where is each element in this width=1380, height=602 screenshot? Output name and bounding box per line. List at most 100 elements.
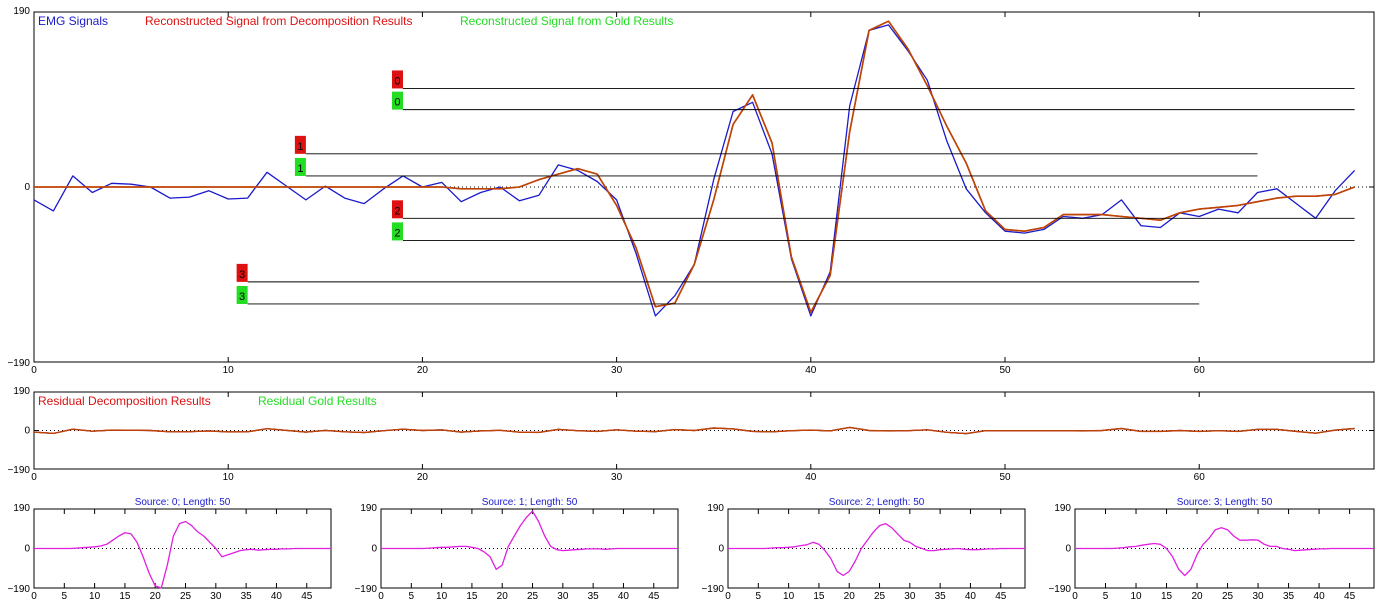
legend-entry-1: Reconstructed Signal from Decomposition … [145,14,412,28]
template3-plot-xtick-label: 20 [1191,591,1203,602]
marker-box-gold-0 [391,91,403,110]
template1-line [381,510,678,570]
marker-label-decomp-1: 1 [297,141,303,153]
template3-title: Source: 3; Length: 50 [1177,497,1273,508]
decomp-reconstruction-line [34,20,1355,314]
marker-box-decomp-0 [391,70,403,89]
legend-entry-0: EMG Signals [38,14,108,28]
residual-plot-ytick-label: 190 [13,386,30,397]
marker-box-decomp-1 [294,135,306,154]
template3-plot-xtick-label: 45 [1344,591,1356,602]
template2-plot-xtick-label: 45 [995,591,1007,602]
template1-plot-xtick-label: 20 [497,591,509,602]
residual-gold-line [33,426,1355,435]
template0-plot-xtick-label: 30 [210,591,222,602]
marker-label-gold-3: 3 [239,291,245,303]
main-plot-xtick-label: 30 [611,365,623,376]
template3-line [1075,527,1374,577]
marker-label-decomp-3: 3 [239,269,245,281]
template0-plot-ytick-label: 0 [24,544,30,555]
residual-plot-xtick-label: 20 [417,472,429,483]
template2-plot-xtick-label: 0 [725,591,731,602]
template1-plot-xtick-label: 25 [527,591,539,602]
marker-label-gold-1: 1 [297,163,303,175]
residual-plot-xtick-label: 30 [611,472,623,483]
marker-label-decomp-0: 0 [394,75,400,87]
residual-plot-ytick-label: 0 [24,426,30,437]
residual-plot-xtick-label: 10 [223,472,235,483]
residual-plot-xtick-label: 40 [805,472,817,483]
marker-label-decomp-2: 2 [394,205,400,217]
template2-line [728,522,1025,577]
marker-label-gold-0: 0 [394,97,400,109]
template0-plot-xtick-label: 0 [31,591,37,602]
template1-plot-xtick-label: 30 [557,591,569,602]
template3-plot-ytick-label: 0 [1065,544,1071,555]
template2-plot-xtick-label: 20 [844,591,856,602]
residual-legend-gold: Residual Gold Results [258,394,377,408]
main-plot-ytick-label: −190 [7,358,30,369]
main-plot-xtick-label: 10 [223,365,235,376]
main-plot-xtick-label: 60 [1194,365,1206,376]
template0-plot-ytick-label: −190 [7,584,30,595]
template1-plot-xtick-label: 40 [618,591,630,602]
template1-title: Source: 1; Length: 50 [482,497,578,508]
template0-plot-xtick-label: 45 [301,591,313,602]
template3-plot-xtick-label: 5 [1103,591,1109,602]
template2-plot-ytick-label: 0 [718,544,724,555]
marker-box-gold-1 [294,157,306,176]
main-plot-xtick-label: 40 [805,365,817,376]
template1-plot-ytick-label: 190 [360,503,377,514]
template2-plot-xtick-label: 15 [813,591,825,602]
template0-plot-xtick-label: 15 [119,591,131,602]
gold-reconstruction-line [34,20,1355,313]
marker-box-gold-2 [391,222,403,241]
template3-plot-xtick-label: 25 [1222,591,1234,602]
template0-plot-xtick-label: 35 [241,591,253,602]
template1-plot-xtick-label: 15 [466,591,478,602]
template3-plot-ytick-label: −190 [1048,584,1071,595]
template2-plot-ytick-label: −190 [701,584,724,595]
template3-plot-xtick-label: 15 [1161,591,1173,602]
emg-signal-line [33,24,1356,317]
residual-plot-xtick-label: 0 [31,472,37,483]
template2-plot-xtick-label: 10 [783,591,795,602]
template0-plot-ytick-label: 190 [13,503,30,514]
template2-plot-xtick-label: 40 [965,591,977,602]
template1-plot-xtick-label: 10 [436,591,448,602]
template1-plot-ytick-label: 0 [371,544,377,555]
template0-plot-xtick-label: 20 [150,591,162,602]
template2-plot-ytick-label: 190 [707,503,724,514]
main-plot-xtick-label: 0 [31,365,37,376]
template2-plot-xtick-label: 30 [904,591,916,602]
marker-box-gold-3 [236,285,248,304]
template2-plot-xtick-label: 35 [935,591,947,602]
residual-legend-decomp: Residual Decomposition Results [38,394,211,408]
template1-plot-xtick-label: 0 [378,591,384,602]
residual-plot-xtick-label: 60 [1194,472,1206,483]
marker-box-decomp-2 [391,200,403,219]
residual-plot-ytick-label: −190 [7,465,30,476]
template1-plot-xtick-label: 45 [648,591,660,602]
template2-title: Source: 2; Length: 50 [829,497,925,508]
template1-plot-xtick-label: 35 [588,591,600,602]
template3-plot-xtick-label: 0 [1072,591,1078,602]
legend-entry-2: Reconstructed Signal from Gold Results [460,14,673,28]
template3-plot-xtick-label: 40 [1314,591,1326,602]
main-plot-ytick-label: 0 [24,182,30,193]
main-plot-ytick-label: 190 [13,6,30,17]
template1-plot-ytick-label: −190 [354,584,377,595]
template3-plot-xtick-label: 35 [1283,591,1295,602]
template2-plot-xtick-label: 25 [874,591,886,602]
template3-plot-xtick-label: 30 [1252,591,1264,602]
marker-label-gold-2: 2 [394,227,400,239]
template0-plot-xtick-label: 10 [89,591,101,602]
template0-plot-xtick-label: 40 [271,591,283,602]
template2-plot-xtick-label: 5 [756,591,762,602]
